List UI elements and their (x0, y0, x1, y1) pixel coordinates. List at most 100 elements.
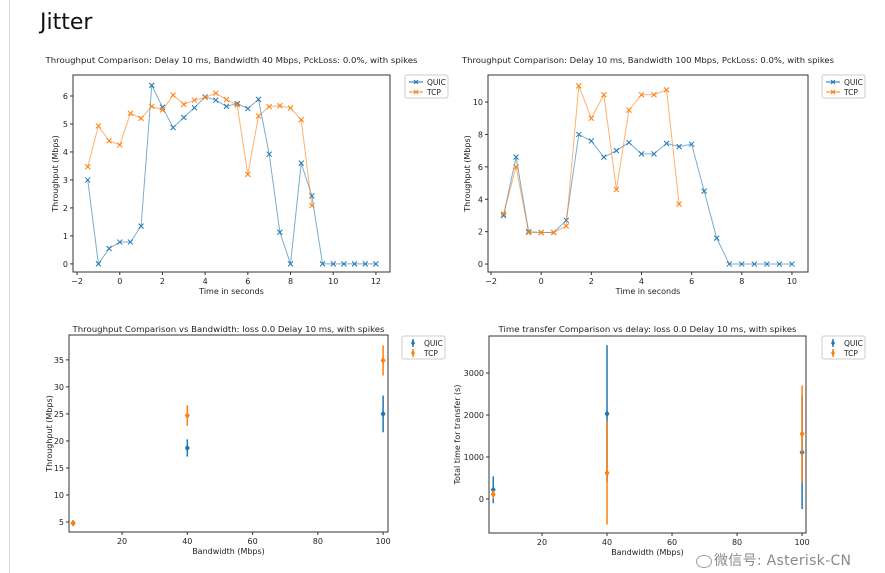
legend-label: TCP (426, 88, 441, 97)
x-tick-label: 0 (117, 277, 122, 286)
data-point (638, 91, 645, 98)
data-point (604, 469, 610, 477)
data-point (138, 115, 144, 122)
data-point (500, 212, 507, 219)
legend-marker-swatch (413, 79, 419, 85)
data-point (776, 261, 783, 267)
x-tick-label: 60 (667, 538, 677, 547)
x-tick-label: 2 (160, 277, 165, 286)
data-point (613, 186, 620, 193)
data-point (148, 103, 155, 110)
data-point (676, 143, 682, 150)
x-axis-label: Bandwidth (Mbps) (192, 547, 265, 556)
data-point (116, 239, 123, 245)
series-quic (500, 131, 795, 267)
data-point (159, 107, 166, 113)
data-point (138, 223, 144, 229)
data-point (244, 171, 251, 178)
y-tick-label: 0 (479, 495, 484, 504)
data-point (751, 261, 758, 267)
chart-title: Time transfer Comparison vs delay: loss … (497, 325, 796, 334)
data-point (663, 140, 670, 147)
data-point (223, 96, 230, 103)
x-tick-label: 20 (537, 538, 547, 547)
data-point (651, 151, 657, 157)
data-point (287, 105, 294, 111)
data-point (513, 164, 519, 170)
data-point (266, 151, 273, 158)
y-tick-label: 0 (63, 260, 68, 269)
legend-marker-swatch (411, 340, 415, 346)
data-point (362, 261, 369, 267)
data-point (180, 101, 187, 108)
data-point (626, 139, 632, 146)
data-point (191, 104, 198, 111)
x-tick-label: 20 (117, 537, 127, 546)
data-point (341, 261, 347, 267)
y-tick-label: 15 (54, 464, 64, 473)
x-tick-label: 100 (375, 537, 390, 546)
x-tick-label: 80 (313, 537, 323, 546)
data-point (95, 261, 102, 267)
data-point (298, 116, 305, 123)
data-point (380, 356, 386, 364)
data-point (638, 151, 645, 157)
y-axis-label: Throughput (Mbps) (45, 395, 54, 472)
data-point (255, 96, 262, 103)
data-point (127, 239, 134, 245)
legend-label: QUIC (427, 78, 446, 87)
chart-title: Throughput Comparison: Delay 10 ms, Band… (44, 56, 417, 65)
plot-area (487, 74, 809, 273)
series-quic (490, 345, 805, 510)
data-point (309, 202, 315, 209)
x-tick-label: 12 (371, 277, 381, 286)
chart-title: Throughput Comparison: Delay 10 ms, Band… (461, 56, 834, 65)
data-point (651, 91, 657, 98)
y-tick-label: 1000 (464, 453, 484, 462)
x-tick-label: 80 (732, 538, 742, 547)
y-tick-label: 30 (54, 383, 64, 392)
y-tick-label: 10 (54, 491, 64, 500)
x-tick-label: −2 (485, 277, 497, 286)
y-tick-label: 25 (54, 410, 64, 419)
data-point (575, 131, 582, 138)
series-line (87, 83, 376, 266)
data-point (626, 107, 632, 114)
x-tick-label: 6 (689, 277, 694, 286)
data-point (266, 103, 273, 110)
data-point (84, 177, 91, 183)
legend-marker-swatch (411, 350, 415, 356)
chart-title: Throughput Comparison vs Bandwidth: loss… (71, 325, 384, 334)
series-quic (70, 395, 386, 527)
data-point (202, 94, 208, 101)
x-tick-label: 2 (589, 277, 594, 286)
y-tick-label: 6 (478, 163, 483, 172)
x-tick-label: 100 (794, 538, 809, 547)
data-point (799, 430, 805, 438)
x-tick-label: 0 (539, 277, 544, 286)
data-point (563, 223, 570, 229)
data-point (170, 92, 176, 99)
data-point (351, 261, 358, 267)
data-point (701, 188, 708, 195)
x-axis-label: Time in seconds (615, 287, 681, 296)
x-tick-label: 40 (182, 537, 192, 546)
data-point (170, 124, 176, 131)
data-point (688, 141, 695, 148)
x-tick-label: 6 (245, 277, 250, 286)
data-point (588, 138, 595, 144)
x-tick-label: 40 (602, 538, 612, 547)
legend-label: TCP (843, 349, 858, 358)
data-point (127, 110, 134, 117)
watermark: 微信号: Asterisk-CN (714, 553, 852, 569)
data-point (601, 154, 607, 160)
data-point (588, 115, 595, 122)
data-point (738, 261, 745, 267)
x-tick-label: 4 (639, 277, 644, 286)
data-point (234, 102, 241, 108)
y-tick-label: 8 (478, 130, 483, 139)
x-tick-label: 8 (739, 277, 744, 286)
